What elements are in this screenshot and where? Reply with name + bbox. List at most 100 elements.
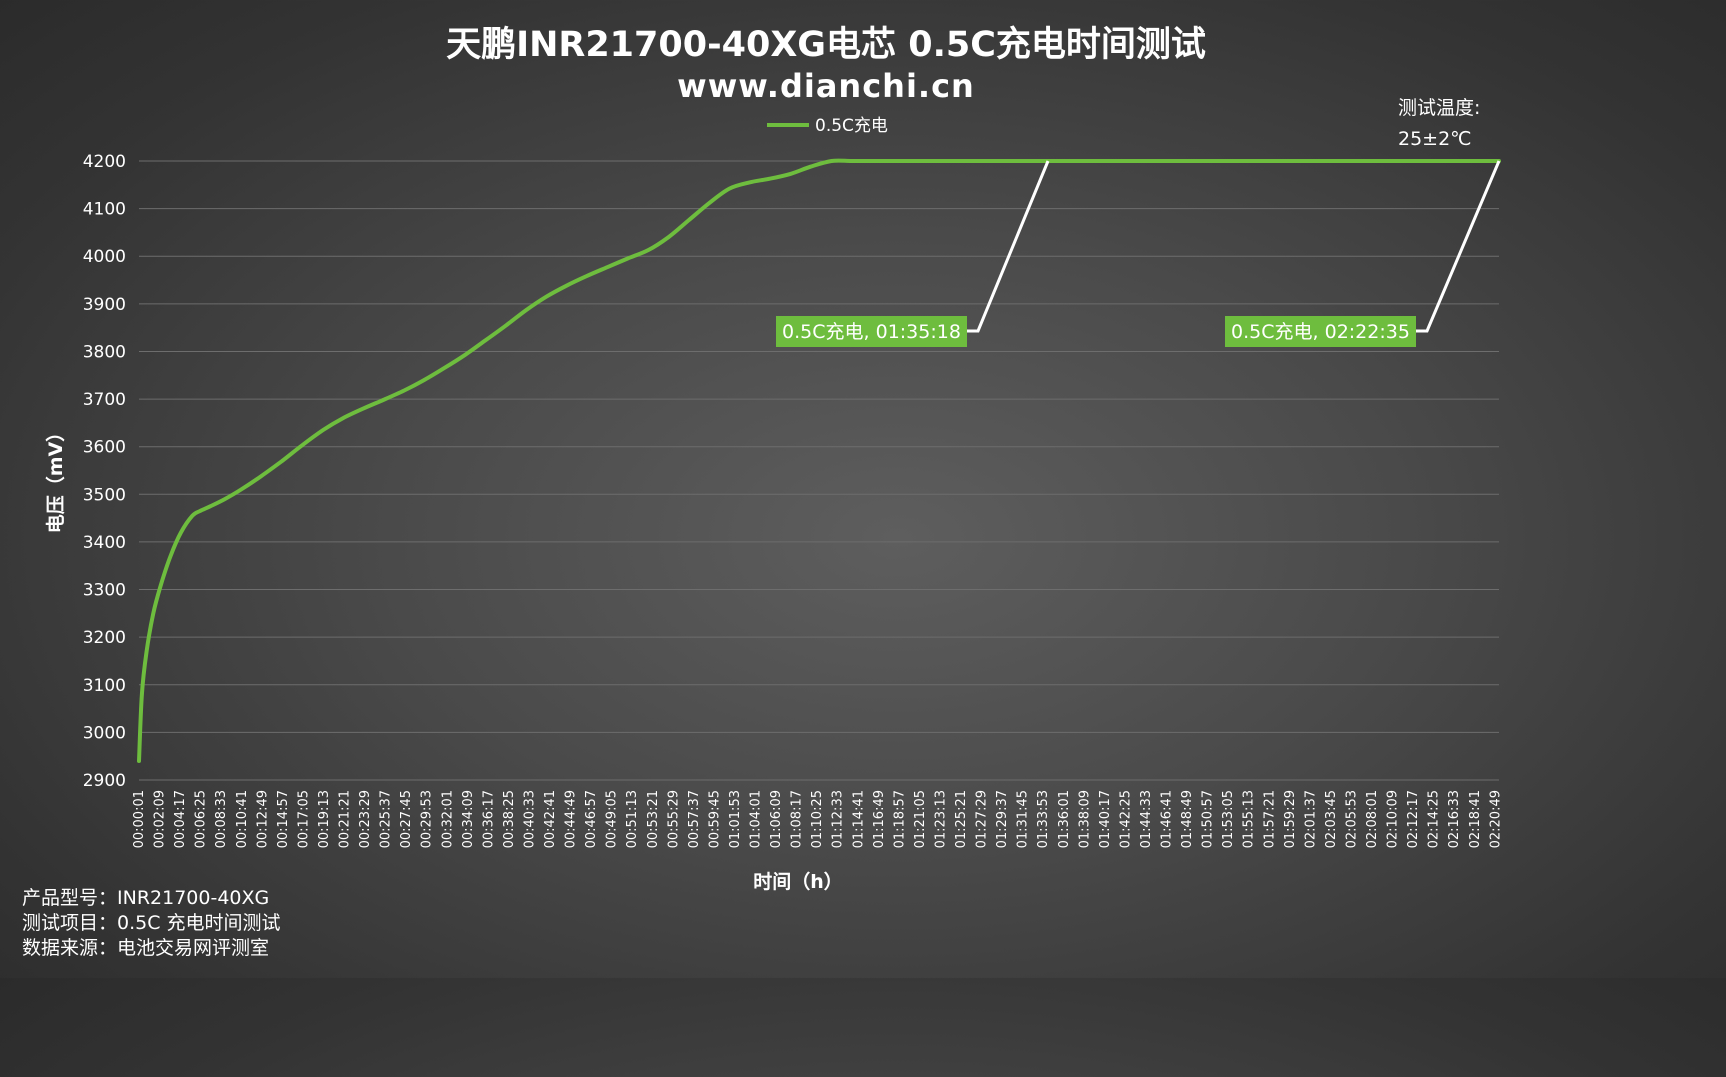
annotation-label: 0.5C充电, 01:35:18	[782, 321, 961, 343]
x-tick-label: 01:59:29	[1283, 790, 1298, 848]
x-tick-label: 00:02:09	[153, 790, 168, 848]
x-tick-label: 01:08:17	[790, 790, 805, 848]
y-tick-label: 2900	[83, 771, 126, 791]
x-tick-label: 01:14:41	[851, 790, 866, 848]
footer-model: 产品型号：INR21700-40XG	[22, 887, 269, 909]
y-tick-label: 3800	[83, 342, 126, 362]
x-tick-label: 01:04:01	[749, 790, 764, 848]
x-tick-label: 00:23:29	[358, 790, 373, 848]
x-tick-label: 02:03:45	[1324, 790, 1339, 848]
x-tick-label: 01:21:05	[913, 790, 928, 848]
x-tick-label: 01:46:41	[1160, 790, 1175, 848]
x-tick-label: 00:10:41	[235, 790, 250, 848]
y-tick-label: 4100	[83, 200, 126, 220]
x-tick-label: 00:55:29	[666, 790, 681, 848]
x-tick-label: 00:44:49	[564, 790, 579, 848]
legend: 0.5C充电	[767, 116, 888, 136]
gridlines	[139, 160, 1499, 781]
x-tick-label: 00:36:17	[481, 790, 496, 848]
x-axis-ticks: 00:00:01 00:02:09 00:04:17 00:06:25 00:08:33…	[132, 790, 1503, 848]
x-tick-label: 00:32:01	[440, 790, 455, 848]
y-tick-label: 3700	[83, 390, 126, 410]
x-tick-label: 00:34:09	[461, 790, 476, 848]
x-tick-label: 01:18:57	[892, 790, 907, 848]
x-tick-label: 01:53:05	[1221, 790, 1236, 848]
x-tick-label: 01:10:25	[810, 790, 825, 848]
x-tick-label: 01:44:33	[1139, 790, 1154, 848]
y-tick-label: 3100	[83, 676, 126, 696]
x-tick-label: 01:36:01	[1057, 790, 1072, 848]
x-tick-label: 01:38:09	[1077, 790, 1092, 848]
x-tick-label: 01:01:53	[728, 790, 743, 848]
x-tick-label: 01:50:57	[1201, 790, 1216, 848]
x-tick-label: 01:16:49	[872, 790, 887, 848]
x-tick-label: 00:29:53	[420, 790, 435, 848]
y-axis-ticks: 4200 4100 4000 3900 3800 3700 3600 3500 3400 3300…	[83, 152, 126, 791]
annotation-leader-line	[967, 160, 1050, 333]
x-tick-label: 00:14:57	[276, 790, 291, 848]
x-tick-label: 02:16:33	[1447, 790, 1462, 848]
chart-title: 天鹏INR21700-40XG电芯 0.5C充电时间测试	[446, 25, 1206, 65]
x-tick-label: 00:59:45	[707, 790, 722, 848]
x-tick-label: 01:40:17	[1098, 790, 1113, 848]
y-tick-label: 4000	[83, 247, 126, 267]
x-tick-label: 00:08:33	[214, 790, 229, 848]
x-tick-label: 00:53:21	[646, 790, 661, 848]
y-tick-label: 3500	[83, 485, 126, 505]
x-tick-label: 00:51:13	[625, 790, 640, 848]
x-tick-label: 02:18:41	[1468, 790, 1483, 848]
x-tick-label: 01:06:09	[769, 790, 784, 848]
x-tick-label: 00:21:21	[338, 790, 353, 848]
footer-source: 数据来源：电池交易网评测室	[22, 937, 269, 959]
annotation-box	[776, 316, 967, 347]
x-tick-label: 01:55:13	[1242, 790, 1257, 848]
x-tick-label: 01:57:21	[1262, 790, 1277, 848]
y-tick-label: 3000	[83, 723, 126, 743]
series-line	[137, 158, 1501, 763]
x-tick-label: 01:33:53	[1036, 790, 1051, 848]
x-tick-label: 00:27:45	[399, 790, 414, 848]
legend-label: 0.5C充电	[815, 116, 888, 136]
y-tick-label: 3600	[83, 438, 126, 458]
x-tick-label: 00:04:17	[173, 790, 188, 848]
series-layer	[137, 158, 1501, 763]
y-axis-label: 电压（mV）	[44, 423, 67, 534]
annotation-leader-line	[1416, 160, 1501, 333]
x-tick-label: 01:12:33	[831, 790, 846, 848]
x-tick-label: 02:12:17	[1406, 790, 1421, 848]
annotation-label: 0.5C充电, 02:22:35	[1231, 321, 1410, 343]
x-tick-label: 00:42:41	[543, 790, 558, 848]
x-tick-label: 01:25:21	[954, 790, 969, 848]
temperature-value: 25±2℃	[1398, 128, 1472, 150]
x-tick-label: 00:46:57	[584, 790, 599, 848]
footer-test-item: 测试项目：0.5C 充电时间测试	[22, 912, 281, 934]
charging-curve-chart: 天鹏INR21700-40XG电芯 0.5C充电时间测试 www.dianchi…	[22, 25, 1503, 959]
x-tick-label: 00:06:25	[194, 790, 209, 848]
x-tick-label: 01:42:25	[1118, 790, 1133, 848]
x-tick-label: 01:23:13	[933, 790, 948, 848]
x-tick-label: 00:40:33	[522, 790, 537, 848]
x-tick-label: 02:05:53	[1344, 790, 1359, 848]
y-tick-label: 4200	[83, 152, 126, 172]
x-tick-label: 02:10:09	[1386, 790, 1401, 848]
y-tick-label: 3200	[83, 628, 126, 648]
x-tick-label: 00:19:13	[317, 790, 332, 848]
y-tick-label: 3900	[83, 295, 126, 315]
x-tick-label: 00:38:25	[502, 790, 517, 848]
temperature-note: 测试温度: 25±2℃	[1398, 97, 1480, 150]
x-tick-label: 00:49:05	[605, 790, 620, 848]
x-tick-label: 00:17:05	[296, 790, 311, 848]
footer-notes: 产品型号：INR21700-40XG 测试项目：0.5C 充电时间测试 数据来源…	[22, 887, 281, 959]
x-tick-label: 00:12:49	[255, 790, 270, 848]
x-axis-label: 时间（h）	[753, 870, 843, 893]
y-tick-label: 3400	[83, 533, 126, 553]
chart-subtitle: www.dianchi.cn	[677, 67, 975, 105]
x-tick-label: 01:31:45	[1016, 790, 1031, 848]
annotation-box	[1225, 316, 1416, 347]
temperature-label: 测试温度:	[1398, 97, 1480, 119]
x-tick-label: 02:08:01	[1365, 790, 1380, 848]
y-tick-label: 3300	[83, 581, 126, 601]
annotations: 0.5C充电, 01:35:18 0.5C充电, 02:22:35	[776, 160, 1501, 347]
x-tick-label: 02:14:25	[1427, 790, 1442, 848]
x-tick-label: 01:29:37	[995, 790, 1010, 848]
